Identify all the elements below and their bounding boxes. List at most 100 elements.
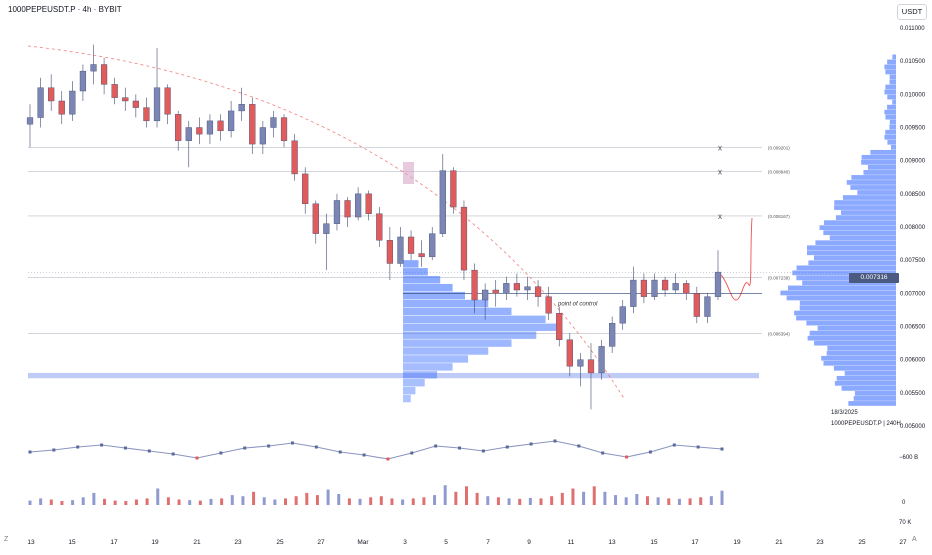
price-level-label: (0.008167) [768,214,790,219]
candle-up [185,127,192,141]
volume-bar [433,495,437,505]
oscillator-point [52,448,56,452]
candle-up [69,90,76,115]
side-profile-bar [885,84,896,90]
candle-down [534,286,542,297]
oscillator-point [386,457,390,461]
volume-bar [166,497,170,505]
candle-down [217,120,224,132]
target-mark: x [718,143,722,152]
candle-down [291,140,298,175]
volume-bar [326,489,330,505]
volume-bar [486,496,490,505]
oscillator-point [672,443,676,447]
candle-up [79,70,87,92]
side-profile-bar [887,104,896,110]
oscillator-point [553,439,557,443]
volume-bar [560,492,564,505]
profile-bar [403,307,512,316]
time-tick: 13 [27,539,35,546]
side-profile-bar [892,99,896,105]
oscillator-point [147,449,151,453]
price-tick: 0.007500 [900,258,926,264]
side-profile-bar [854,391,896,396]
oscillator-point [696,445,700,449]
zoom-toggle[interactable]: Z [4,536,9,543]
volume-bar [496,497,500,505]
side-profile-bar [889,119,896,125]
profile-bar [403,323,558,331]
side-profile-bar [887,139,896,145]
time-axis[interactable]: 13 15 17 19 21 23 25 27 Mar 3 5 7 9 11 13 15 17 19 21 23 25 2… [27,539,907,546]
volume-bar [667,498,671,505]
side-profile-bar [836,375,896,381]
side-profile-bar [807,335,896,341]
profile-bar [403,347,489,355]
oscillator-point [290,441,294,445]
volume-bar [411,498,415,505]
side-profile-bar [834,205,896,210]
volume-bar [39,498,43,505]
oscillator-point [529,442,533,446]
profile-bar [403,260,419,268]
volume-bar [475,492,479,505]
side-profile-bar [819,225,896,231]
volume-bar [582,491,586,505]
volume-bar [284,498,288,505]
side-profile-bar [848,401,896,406]
currency-button[interactable]: USDT [897,4,927,20]
symbol-title[interactable]: 1000PEPEUSDT.P · 4h · BYBIT [8,5,122,14]
side-profile-bar [799,305,896,311]
volume-bar [550,496,554,505]
profile-bar [403,276,441,284]
side-profile-bar [884,134,896,140]
side-profile-bar [833,365,896,371]
price-level-label: (0.008840) [768,169,790,174]
profile-bar [403,386,416,395]
price-tick: 0.008000 [900,225,926,231]
oscillator-point [28,450,32,454]
price-tick: 0.010500 [900,59,926,65]
side-symbol-line: 1000PEPEUSDT.P | 240H [831,421,901,427]
side-profile-bar [823,230,896,236]
profile-bar [403,394,411,403]
profile-bar [403,283,453,292]
profile-bar [403,268,428,276]
candle-down [196,127,203,135]
candle-up [397,236,404,264]
volume-pane [28,485,724,505]
side-profile-bar [829,235,896,241]
candle-down [312,203,319,234]
profile-bar [403,379,425,387]
oscillator-point [362,453,366,457]
projection-path [720,217,753,301]
price-axis[interactable]: 0.011000 0.010500 0.010000 0.009500 0.009000… [900,26,926,430]
volume-bar [209,498,213,505]
volume-bar [188,500,192,505]
volume-bar [379,496,383,505]
auto-scale-toggle[interactable]: A [912,536,917,543]
time-tick: 19 [151,539,159,546]
side-profile-bar [780,290,896,296]
volume-bar [518,498,522,505]
side-profile-bar [794,310,896,316]
volume-bar [443,485,447,505]
volume-bar [645,496,649,505]
side-profile-bar [796,265,896,271]
time-tick: 9 [527,539,531,546]
price-tick: 0.009500 [900,126,926,132]
volume-bar [220,498,224,505]
oscillator-point [76,445,80,449]
side-profile-bar [835,215,896,220]
side-profile-bar [796,275,896,281]
volume-bar [315,495,319,505]
volume-bar [337,494,341,505]
volume-bar [401,499,405,505]
volume-bar [688,498,692,505]
candle-down [683,283,690,294]
candle-down [513,283,521,291]
price-tick: 0.006000 [900,358,926,364]
price-tick: 0.005500 [900,391,926,397]
